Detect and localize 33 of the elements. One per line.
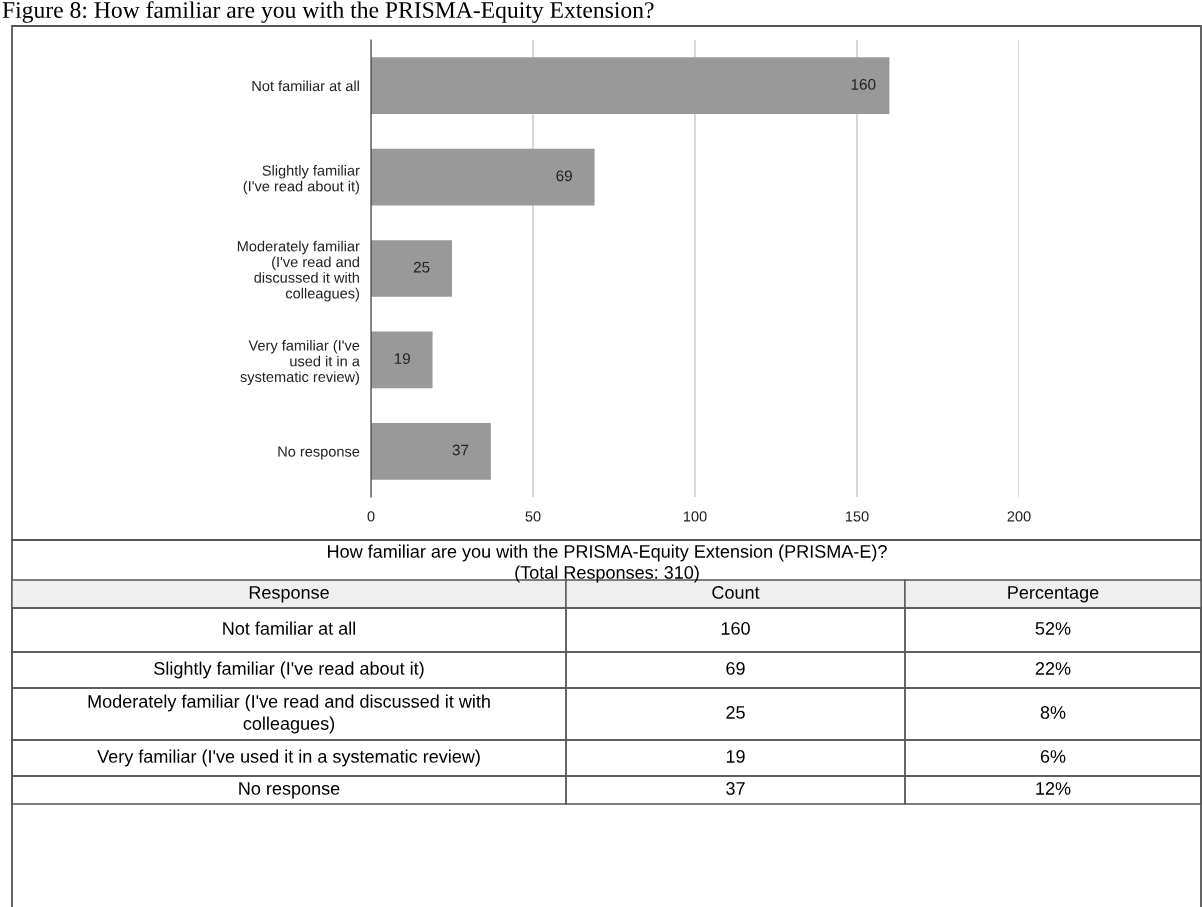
text: 37 [726, 782, 745, 795]
x-tick-label: 200 [1007, 511, 1031, 522]
x-tick-label: 100 [683, 511, 707, 522]
text: 12% [1036, 782, 1071, 795]
text: 25 [726, 706, 745, 719]
text: How familiar are you with the PRISMA-Equity Extension (PRISMA-E)? [328, 544, 887, 562]
data-label: 160 [851, 78, 876, 90]
y-tick-label: Very familiar (I've used it in a systematic review) [240, 339, 360, 385]
data-label: 19 [394, 353, 410, 364]
x-tick-label: 150 [845, 511, 869, 522]
data-label: 37 [452, 444, 469, 456]
text: 19 [726, 750, 745, 763]
text: Response [249, 586, 329, 603]
text: 6% [1040, 750, 1066, 763]
x-tick-label: 50 [525, 511, 541, 522]
category-label: Slightly familiar (I've read about it) [154, 661, 424, 679]
data-label: 25 [413, 261, 430, 273]
y-tick-label: Not familiar at all [252, 80, 359, 92]
text: 8% [1040, 706, 1066, 719]
chart-title: Figure 8: How familiar are you with the PRISMA-Equity Extension? [2, 1, 654, 23]
text: Percentage [1008, 586, 1099, 603]
text: 160 [721, 622, 750, 635]
text: Count [712, 586, 760, 599]
text: 69 [726, 662, 745, 675]
text: 22% [1035, 662, 1071, 675]
y-tick-label: Slightly familiar (I've read about it) [243, 165, 360, 195]
category-label: Very familiar (I've used it in a systematic review) [97, 749, 480, 767]
y-tick-label: No response [278, 446, 360, 460]
text: 52% [1035, 622, 1071, 635]
text: (Total Responses: 310) [515, 565, 699, 583]
x-tick-label: 0 [367, 511, 375, 522]
y-tick-label: Moderately familiar (I've read and discussed it with colleagues) [237, 240, 360, 302]
data-label: 69 [556, 170, 572, 182]
